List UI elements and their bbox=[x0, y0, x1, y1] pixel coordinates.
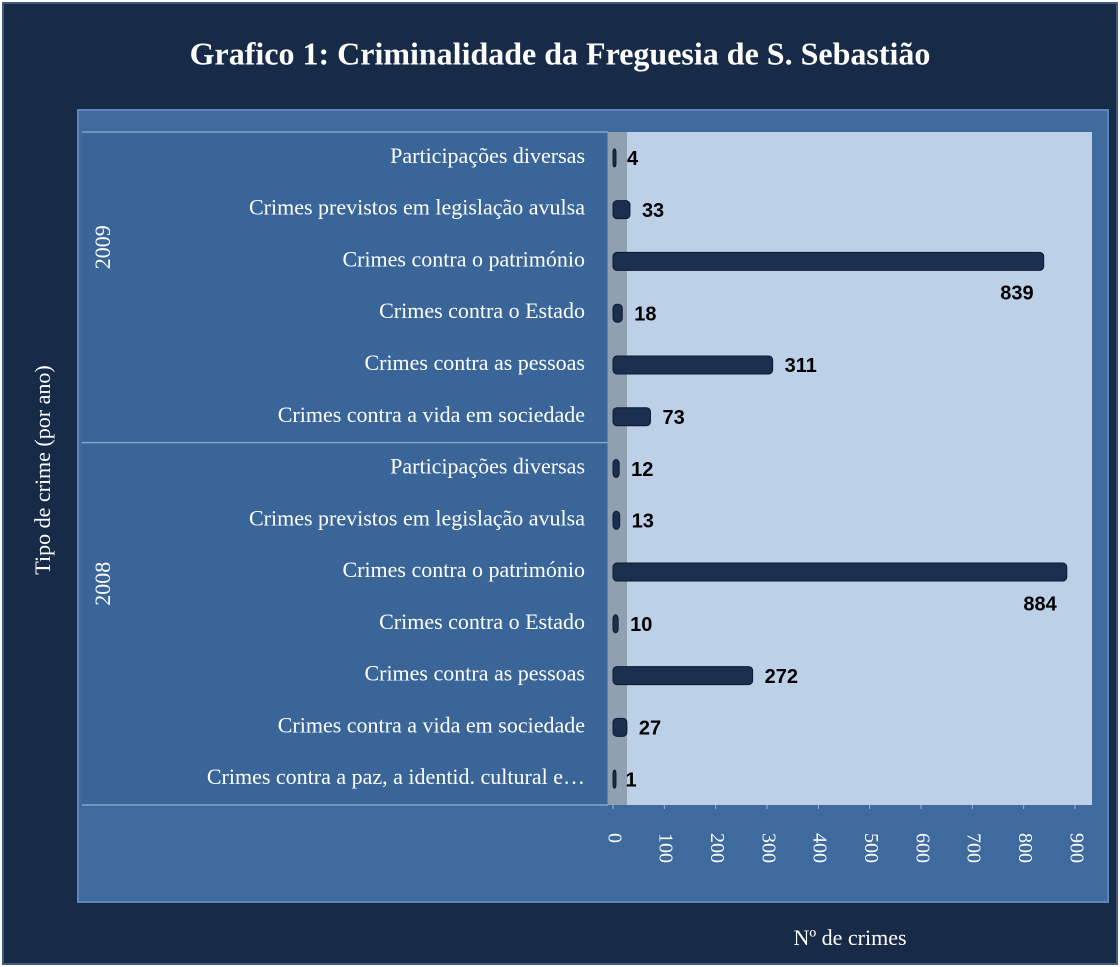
bar bbox=[612, 303, 623, 323]
category-label: Crimes contra a vida em sociedade bbox=[278, 402, 585, 427]
category-label: Crimes contra as pessoas bbox=[364, 661, 585, 686]
bar bbox=[612, 355, 774, 375]
x-tick-label: 400 bbox=[809, 833, 831, 863]
bar bbox=[612, 407, 651, 427]
category-label: Crimes contra o património bbox=[342, 246, 585, 271]
category-area bbox=[82, 132, 608, 805]
bar bbox=[612, 251, 1045, 271]
value-label: 884 bbox=[1023, 593, 1057, 615]
value-label: 1 bbox=[626, 769, 637, 791]
bar bbox=[612, 148, 617, 168]
category-label: Crimes previstos em legislação avulsa bbox=[249, 195, 585, 220]
x-tick-label: 200 bbox=[706, 833, 728, 863]
group-label: 2008 bbox=[90, 562, 115, 606]
value-label: 73 bbox=[662, 407, 684, 429]
chart-title: Grafico 1: Criminalidade da Freguesia de… bbox=[190, 35, 931, 71]
category-label: Crimes contra a vida em sociedade bbox=[278, 712, 585, 737]
value-label: 18 bbox=[634, 303, 656, 325]
x-tick-label: 700 bbox=[963, 833, 985, 863]
value-label: 12 bbox=[631, 459, 653, 481]
category-label: Crimes contra as pessoas bbox=[364, 350, 585, 375]
x-tick-label: 300 bbox=[757, 833, 779, 863]
category-label: Crimes contra o património bbox=[342, 557, 585, 582]
value-label: 272 bbox=[765, 666, 798, 688]
value-label: 13 bbox=[632, 511, 654, 533]
value-label: 10 bbox=[630, 614, 652, 636]
category-label: Participações diversas bbox=[390, 454, 585, 479]
value-label: 4 bbox=[627, 148, 639, 170]
category-label: Crimes contra a paz, a identid. cultural… bbox=[207, 764, 585, 789]
bar bbox=[612, 562, 1068, 582]
x-tick-label: 100 bbox=[655, 833, 677, 863]
group-label: 2009 bbox=[90, 225, 115, 269]
bar bbox=[612, 200, 631, 220]
bar bbox=[612, 614, 619, 634]
plot-area bbox=[608, 132, 1092, 805]
x-tick-label: 500 bbox=[860, 833, 882, 863]
x-axis-title: Nº de crimes bbox=[793, 925, 906, 950]
bar bbox=[612, 459, 620, 478]
value-label: 33 bbox=[642, 200, 664, 222]
value-label: 27 bbox=[639, 718, 661, 740]
y-axis-title: Tipo de crime (por ano) bbox=[30, 365, 55, 574]
bar bbox=[612, 666, 754, 686]
x-tick-label: 900 bbox=[1065, 833, 1087, 863]
category-label: Crimes previstos em legislação avulsa bbox=[249, 505, 585, 530]
bar bbox=[612, 717, 628, 737]
bar bbox=[612, 769, 617, 789]
category-label: Crimes contra o Estado bbox=[379, 609, 585, 634]
x-tick-label: 600 bbox=[911, 833, 933, 863]
category-label: Participações diversas bbox=[390, 143, 585, 168]
category-label: Crimes contra o Estado bbox=[379, 298, 585, 323]
bar bbox=[612, 510, 621, 530]
x-tick-label: 800 bbox=[1014, 833, 1036, 863]
value-label: 311 bbox=[785, 355, 817, 377]
x-tick-label: 0 bbox=[603, 833, 625, 843]
value-label: 839 bbox=[1000, 283, 1033, 305]
